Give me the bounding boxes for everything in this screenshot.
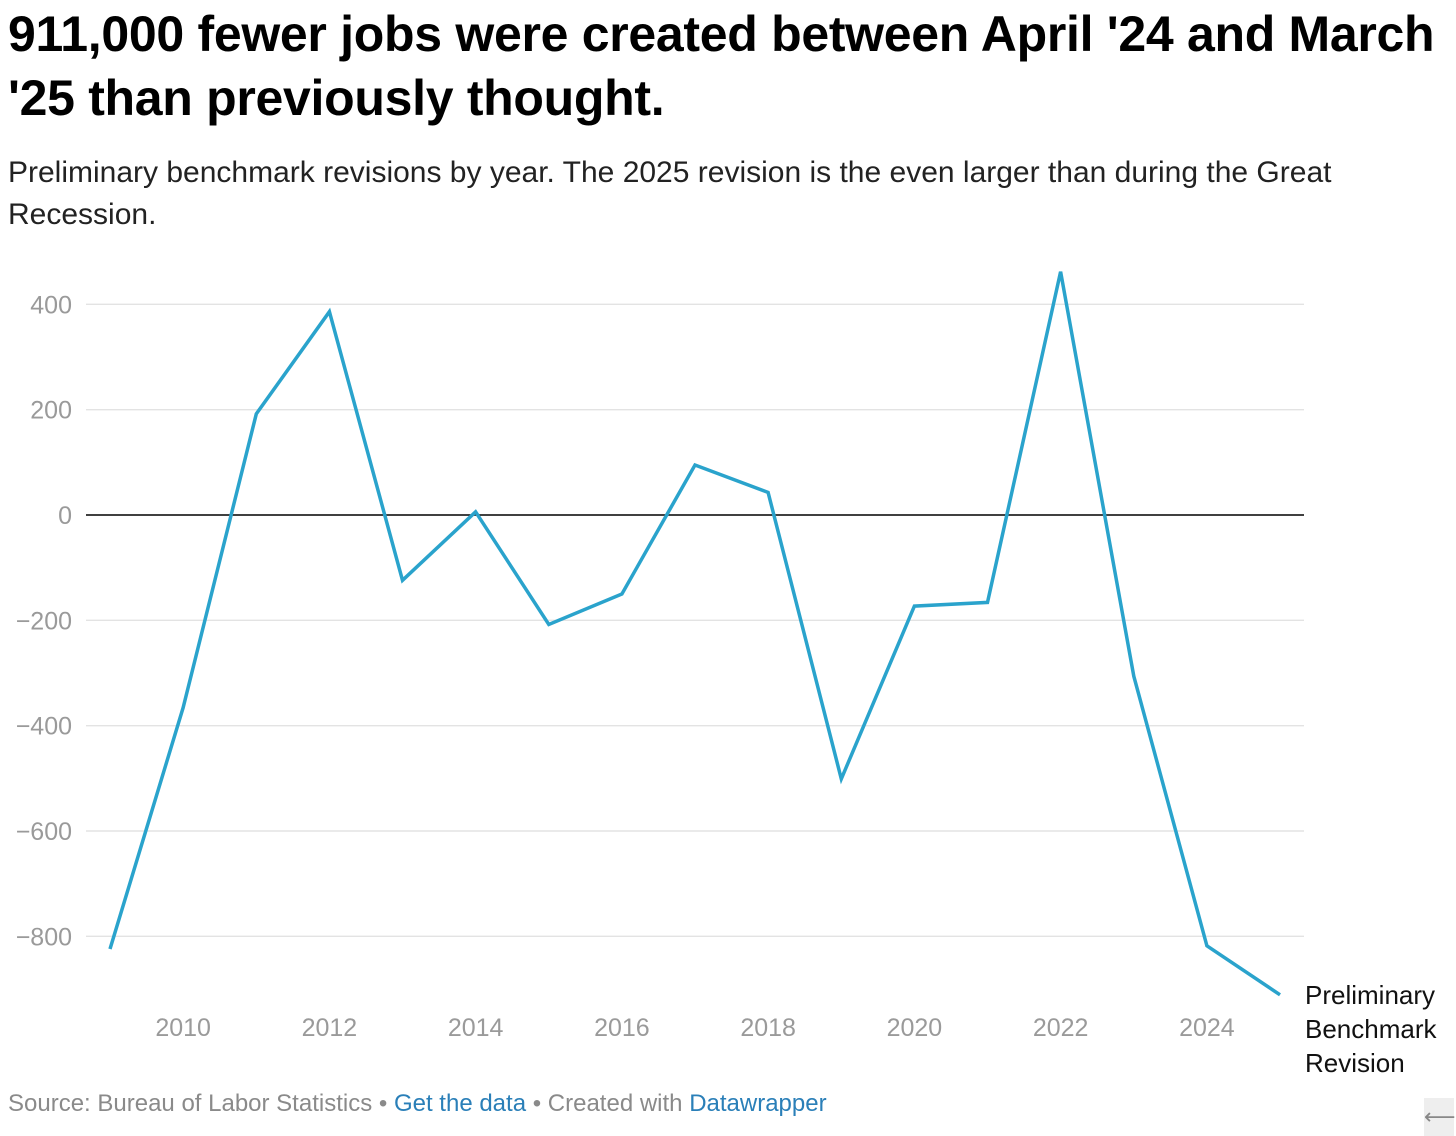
x-tick-label: 2016 xyxy=(594,1014,650,1042)
y-tick-label: −400 xyxy=(16,713,72,741)
y-tick-label: −200 xyxy=(16,607,72,635)
x-tick-label: 2020 xyxy=(887,1014,943,1042)
series-label-layer: Preliminary Benchmark Revision xyxy=(1305,980,1437,1078)
y-tick-label: −800 xyxy=(16,923,72,951)
created-with-text: • Created with xyxy=(526,1090,690,1117)
x-tick-label: 2022 xyxy=(1033,1014,1089,1042)
y-axis-ticks: 400 200 0 −200 −400 −600 −800 xyxy=(16,291,72,951)
series-label: Preliminary Benchmark Revision xyxy=(1305,980,1437,1078)
footer-separator: • xyxy=(372,1090,394,1117)
x-axis-ticks: 2010 2012 2014 2016 2018 2020 2022 2024 xyxy=(155,1014,1234,1042)
chart-title: 911,000 fewer jobs were created between … xyxy=(8,6,1435,126)
line-chart: 400 200 0 −200 −400 −600 −800 2010 2012 2014 2016… xyxy=(16,271,1437,1078)
x-tick-label: 2012 xyxy=(302,1014,358,1042)
series-line xyxy=(108,271,1281,997)
get-data-link[interactable]: Get the data xyxy=(393,1090,527,1117)
arrow-left-icon[interactable]: ⟵ xyxy=(1424,1098,1456,1136)
y-tick-label: 200 xyxy=(30,397,72,425)
datawrapper-link[interactable]: Datawrapper xyxy=(689,1090,827,1117)
y-tick-label: −600 xyxy=(16,818,72,846)
x-tick-label: 2010 xyxy=(155,1014,211,1042)
y-tick-label: 400 xyxy=(30,291,72,319)
x-tick-label: 2014 xyxy=(448,1014,504,1042)
x-tick-label: 2024 xyxy=(1179,1014,1235,1042)
series-layer xyxy=(108,271,1281,997)
footer: Source: Bureau of Labor Statistics • Get… xyxy=(8,1090,827,1118)
y-tick-label: 0 xyxy=(58,502,72,530)
chart-subtitle: Preliminary benchmark revisions by year.… xyxy=(8,156,1332,231)
gridlines xyxy=(86,303,1304,938)
source-note: Source: Bureau of Labor Statistics xyxy=(8,1090,373,1117)
x-tick-label: 2018 xyxy=(740,1014,796,1042)
